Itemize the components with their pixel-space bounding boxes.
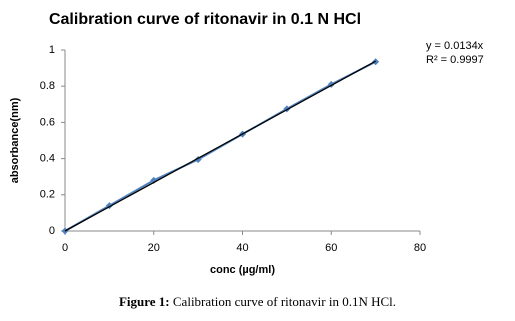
y-tick-label: 1 bbox=[49, 44, 55, 56]
x-axis-label: conc (µg/ml) bbox=[210, 264, 275, 276]
y-axis-label: absorbance(nm) bbox=[9, 97, 21, 183]
annotation: y = 0.0134x bbox=[426, 40, 484, 52]
x-tick-label: 80 bbox=[414, 242, 426, 254]
trendline bbox=[64, 60, 376, 232]
x-tick-label: 0 bbox=[62, 242, 68, 254]
caption-label: Figure 1: bbox=[118, 294, 170, 309]
annotation: R² = 0.9997 bbox=[426, 54, 484, 66]
y-tick-label: 0.4 bbox=[40, 153, 55, 165]
x-tick-label: 20 bbox=[148, 242, 160, 254]
caption: Figure 1: Calibration curve of ritonavir… bbox=[0, 294, 515, 310]
y-tick-label: 0.2 bbox=[40, 189, 55, 201]
caption-text: Calibration curve of ritonavir in 0.1N H… bbox=[172, 294, 397, 309]
y-tick-label: 0 bbox=[49, 225, 55, 237]
chart: 0 0.2 0.4 0.6 0.8 1 0 20 40 60 80 conc (µg/ml) absor… bbox=[9, 40, 484, 276]
chart-title: Calibration curve of ritonavir in 0.1 N … bbox=[48, 11, 362, 28]
x-tick-label: 60 bbox=[325, 242, 337, 254]
y-tick-label: 0.8 bbox=[40, 80, 55, 92]
x-tick-label: 40 bbox=[236, 242, 248, 254]
y-tick-label: 0.6 bbox=[40, 116, 55, 128]
